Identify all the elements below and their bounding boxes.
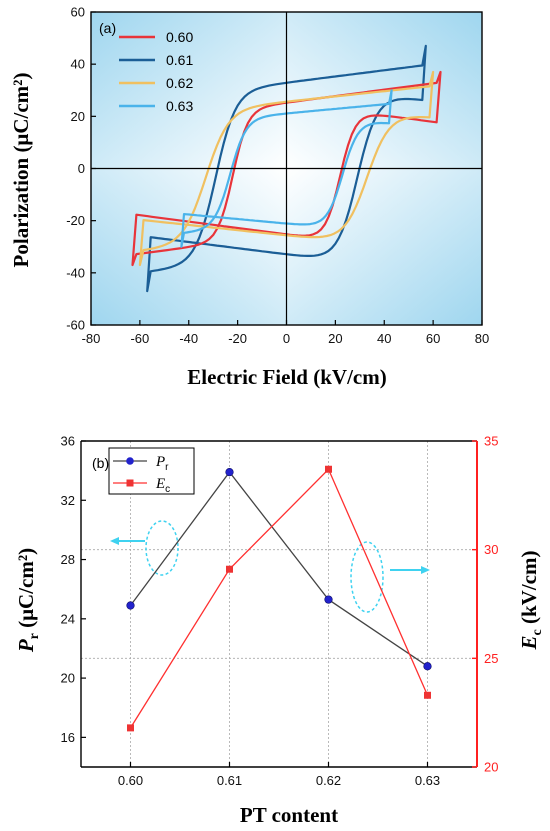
panel-b-left-tick-label: 16	[61, 730, 75, 745]
panel-b-annotations	[110, 520, 430, 613]
panel-b-right-tick-label: 35	[484, 434, 498, 449]
point-Pr	[423, 662, 432, 671]
legend-label-0.61: 0.61	[166, 52, 193, 68]
panel-b-left-tick-label: 24	[61, 611, 75, 626]
left-series-ellipse	[145, 520, 179, 576]
panel-b-legend: Pr Ec	[108, 447, 195, 495]
point-Pr	[126, 601, 135, 610]
panel-a-legend: 0.60 0.61 0.62 0.63	[119, 29, 193, 114]
legend-label-0.60: 0.60	[166, 29, 193, 45]
legend-label-0.62: 0.62	[166, 75, 193, 91]
left-arrow-icon	[110, 537, 119, 545]
quadrant-bottom-right	[286, 168, 482, 325]
panel-b-left-tick-label: 32	[61, 493, 75, 508]
panel-b-axes: 0.60 0.61 0.62 0.63 16 20 24 28 32 36 20 25 30 35	[61, 434, 499, 789]
panel-a-x-tick-label: 80	[475, 331, 489, 346]
point-Pr	[225, 468, 234, 477]
panel-a-y-tick-label: 20	[71, 109, 85, 124]
panel-b-legend-box	[108, 447, 195, 495]
panel-a-x-tick-label: 40	[377, 331, 391, 346]
panel-b-x-axis-title: PT content	[240, 803, 338, 827]
panel-a-y-axis-title: Polarization (μC/cm²)	[9, 73, 33, 268]
panel-a-y-tick-label: -60	[66, 318, 85, 333]
left-axis-title-main: P	[14, 639, 38, 653]
right-axis-title-sub: c	[530, 629, 545, 635]
panel-a-y-tick-label: -40	[66, 265, 85, 280]
panel-b-x-tick-label: 0.60	[118, 773, 143, 788]
panel-a-y-tick-label: 0	[78, 161, 85, 176]
panel-b-x-tick-label: 0.61	[217, 773, 242, 788]
panel-a-x-tick-label: -60	[130, 331, 149, 346]
panel-b-right-tick-label: 20	[484, 760, 498, 775]
panel-b-label: (b)	[92, 455, 109, 471]
point-Ec	[424, 691, 431, 699]
point-Ec	[325, 465, 332, 473]
panel-a-y-tick-label: 60	[71, 5, 85, 20]
panel-a-x-tick-label: -80	[82, 331, 101, 346]
series-line-Pr	[129, 471, 428, 667]
left-axis-title-unit: (μC/cm²)	[14, 548, 38, 633]
panel-b-pr-ec-chart: 0.60 0.61 0.62 0.63 16 20 24 28 32 36 20 25 30 35 (b)…	[14, 434, 545, 828]
panel-a-loops	[131, 44, 442, 293]
panel-a-x-tick-label: -20	[228, 331, 247, 346]
panel-a-x-tick-label: 60	[426, 331, 440, 346]
point-Pr	[324, 595, 333, 604]
left-axis-title-sub: r	[27, 633, 42, 639]
legend-label-0.63: 0.63	[166, 98, 193, 114]
panel-a-x-tick-label: 0	[283, 331, 290, 346]
legend-label-Ec: Ec	[155, 476, 170, 495]
legend-label-Pr: Pr	[155, 454, 169, 473]
panel-a-x-axis-title: Electric Field (kV/cm)	[187, 365, 386, 389]
panel-b-right-tick-label: 25	[484, 651, 498, 666]
hysteresis-loop-0.61	[146, 44, 427, 293]
hysteresis-loop-0.62	[138, 70, 435, 267]
point-Ec	[226, 565, 233, 573]
right-axis-title-main: E	[517, 635, 541, 650]
panel-a-y-tick-label: -20	[66, 213, 85, 228]
panel-b-series	[126, 465, 432, 732]
panel-b-x-tick-label: 0.62	[316, 773, 341, 788]
right-arrow-icon	[421, 566, 430, 574]
panel-b-x-tick-label: 0.63	[415, 773, 440, 788]
panel-a-x-tick-label: -40	[179, 331, 198, 346]
right-series-ellipse	[350, 541, 384, 613]
panel-b-right-tick-label: 30	[484, 542, 498, 557]
panel-a-x-tick-label: 20	[328, 331, 342, 346]
panel-a-label: (a)	[99, 20, 116, 36]
point-Ec	[127, 724, 134, 732]
panel-b-left-axis-title: Pr (μC/cm²)	[14, 548, 42, 653]
panel-a-y-tick-label: 40	[71, 57, 85, 72]
series-line-Ec	[129, 468, 429, 729]
right-axis-title-unit: (kV/cm)	[517, 551, 541, 630]
panel-b-left-tick-label: 20	[61, 671, 75, 686]
panel-b-right-axis-title: Ec (kV/cm)	[517, 551, 545, 651]
hysteresis-loop-0.63	[180, 89, 393, 248]
legend-marker-Ec	[126, 479, 134, 487]
legend-marker-Pr	[126, 457, 134, 465]
panel-b-left-tick-label: 28	[61, 552, 75, 567]
panel-b-left-tick-label: 36	[61, 434, 75, 449]
